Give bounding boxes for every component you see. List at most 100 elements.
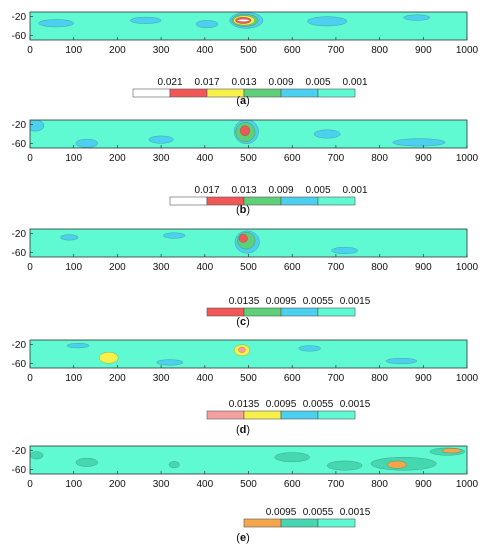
- contour-region: [60, 234, 79, 241]
- x-tick-label: 100: [65, 45, 82, 56]
- x-tick-label: 300: [153, 262, 170, 273]
- x-tick-label: 300: [153, 153, 170, 164]
- x-tick-label: 900: [415, 262, 432, 273]
- x-tick-label: 300: [153, 479, 170, 490]
- x-tick-label: 0: [27, 153, 33, 164]
- x-tick-label: 1000: [456, 153, 479, 164]
- y-tick-label: -60: [12, 359, 27, 370]
- legend-level-label: 0.0095: [266, 399, 297, 410]
- contour-region: [75, 457, 98, 467]
- panel-caption: (a): [236, 95, 249, 107]
- legend-level-label: 0.005: [305, 185, 330, 196]
- legend-level-label: 0.009: [268, 185, 293, 196]
- contour-region: [392, 138, 446, 147]
- x-tick-label: 500: [240, 153, 257, 164]
- x-tick-label: 700: [328, 262, 345, 273]
- legend-swatch: [206, 410, 245, 420]
- legend-a: 0.021 0.017 0.013 0.009 0.005 0.001: [132, 77, 368, 98]
- legend-swatch: [243, 410, 282, 420]
- x-tick-label: 1000: [456, 45, 479, 56]
- contour-region: [195, 20, 219, 29]
- panel-d: 0 100 200 300 400 500 600 700 800 900 1000 -20 -60 0.…: [12, 339, 479, 436]
- legend-level-label: 0.0095: [266, 296, 297, 307]
- contour-layer: [60, 230, 359, 254]
- y-tick-label: -20: [12, 120, 27, 131]
- y-tick-label: -60: [12, 139, 27, 150]
- x-tick-label: 1000: [456, 262, 479, 273]
- y-tick-label: -20: [12, 229, 27, 240]
- contour-layer: [30, 447, 466, 471]
- legend-level-label: 0.001: [342, 77, 367, 88]
- x-tick-label: 500: [240, 262, 257, 273]
- contour-region: [239, 125, 251, 137]
- legend-level-label: 0.017: [194, 77, 219, 88]
- y-tick-label: -60: [12, 31, 27, 42]
- x-tick-label: 400: [196, 45, 213, 56]
- panel-caption: (d): [236, 424, 250, 436]
- legend-level-label: 0.013: [231, 185, 256, 196]
- contour-region: [385, 357, 417, 365]
- x-tick-label: 100: [65, 153, 82, 164]
- x-tick-label: 800: [371, 45, 388, 56]
- x-tick-label: 0: [27, 479, 33, 490]
- y-tick-label: -20: [12, 12, 27, 23]
- x-tick-label: 400: [196, 262, 213, 273]
- x-tick-label: 700: [328, 45, 345, 56]
- legend-swatch: [317, 88, 356, 98]
- x-tick-label: 700: [328, 153, 345, 164]
- legend-swatch: [317, 410, 356, 420]
- legend-level-label: 0.0055: [303, 507, 334, 518]
- contour-region: [130, 16, 162, 24]
- contour-region: [274, 452, 310, 463]
- legend-swatch: [132, 88, 171, 98]
- x-tick-label: 300: [153, 373, 170, 384]
- contour-layer: [38, 12, 431, 29]
- x-tick-label: 400: [196, 479, 213, 490]
- legend-swatch: [280, 307, 319, 317]
- contour-region: [75, 138, 98, 148]
- legend-swatch: [280, 196, 319, 206]
- legend-b: 0.017 0.013 0.009 0.005 0.001: [169, 185, 368, 206]
- contour-region: [238, 233, 248, 243]
- legend-level-label: 0.0135: [229, 399, 260, 410]
- legend-d: 0.0135 0.0095 0.0055 0.0015: [206, 399, 371, 420]
- x-tick-label: 900: [415, 45, 432, 56]
- panel-e: 0 100 200 300 400 500 600 700 800 900 1000 -20 -60 0.…: [12, 445, 479, 544]
- legend-swatch: [280, 88, 319, 98]
- y-tick-label: -20: [12, 340, 27, 351]
- contour-region: [236, 18, 250, 22]
- x-tick-label: 100: [65, 262, 82, 273]
- x-tick-label: 200: [109, 373, 126, 384]
- y-tick-label: -20: [12, 446, 27, 457]
- x-tick-label: 200: [109, 479, 126, 490]
- x-tick-label: 400: [196, 373, 213, 384]
- y-tick-label: -60: [12, 248, 27, 259]
- x-tick-label: 800: [371, 479, 388, 490]
- x-tick-label: 600: [284, 153, 301, 164]
- panel-letter: d: [240, 424, 247, 436]
- x-tick-label: 600: [284, 479, 301, 490]
- legend-swatch: [317, 196, 356, 206]
- contour-region: [156, 359, 184, 366]
- x-tick-label: 500: [240, 479, 257, 490]
- panel-letter: b: [240, 204, 247, 216]
- x-tick-label: 1000: [456, 479, 479, 490]
- contour-region: [441, 448, 462, 454]
- contour-region: [98, 351, 119, 364]
- panel-letter: e: [240, 532, 246, 544]
- x-tick-label: 500: [240, 45, 257, 56]
- legend-level-label: 0.005: [305, 77, 330, 88]
- x-tick-label: 200: [109, 45, 126, 56]
- x-tick-label: 800: [371, 373, 388, 384]
- legend-e: 0.0095 0.0055 0.0015: [243, 507, 371, 528]
- x-tick-label: 0: [27, 45, 33, 56]
- legend-level-label: 0.021: [157, 77, 182, 88]
- legend-swatch: [280, 410, 319, 420]
- x-tick-label: 800: [371, 153, 388, 164]
- x-tick-label: 400: [196, 153, 213, 164]
- y-tick-label: -60: [12, 465, 27, 476]
- x-tick-label: 300: [153, 45, 170, 56]
- legend-swatch: [169, 88, 208, 98]
- contour-region: [168, 461, 180, 469]
- legend-level-label: 0.009: [268, 77, 293, 88]
